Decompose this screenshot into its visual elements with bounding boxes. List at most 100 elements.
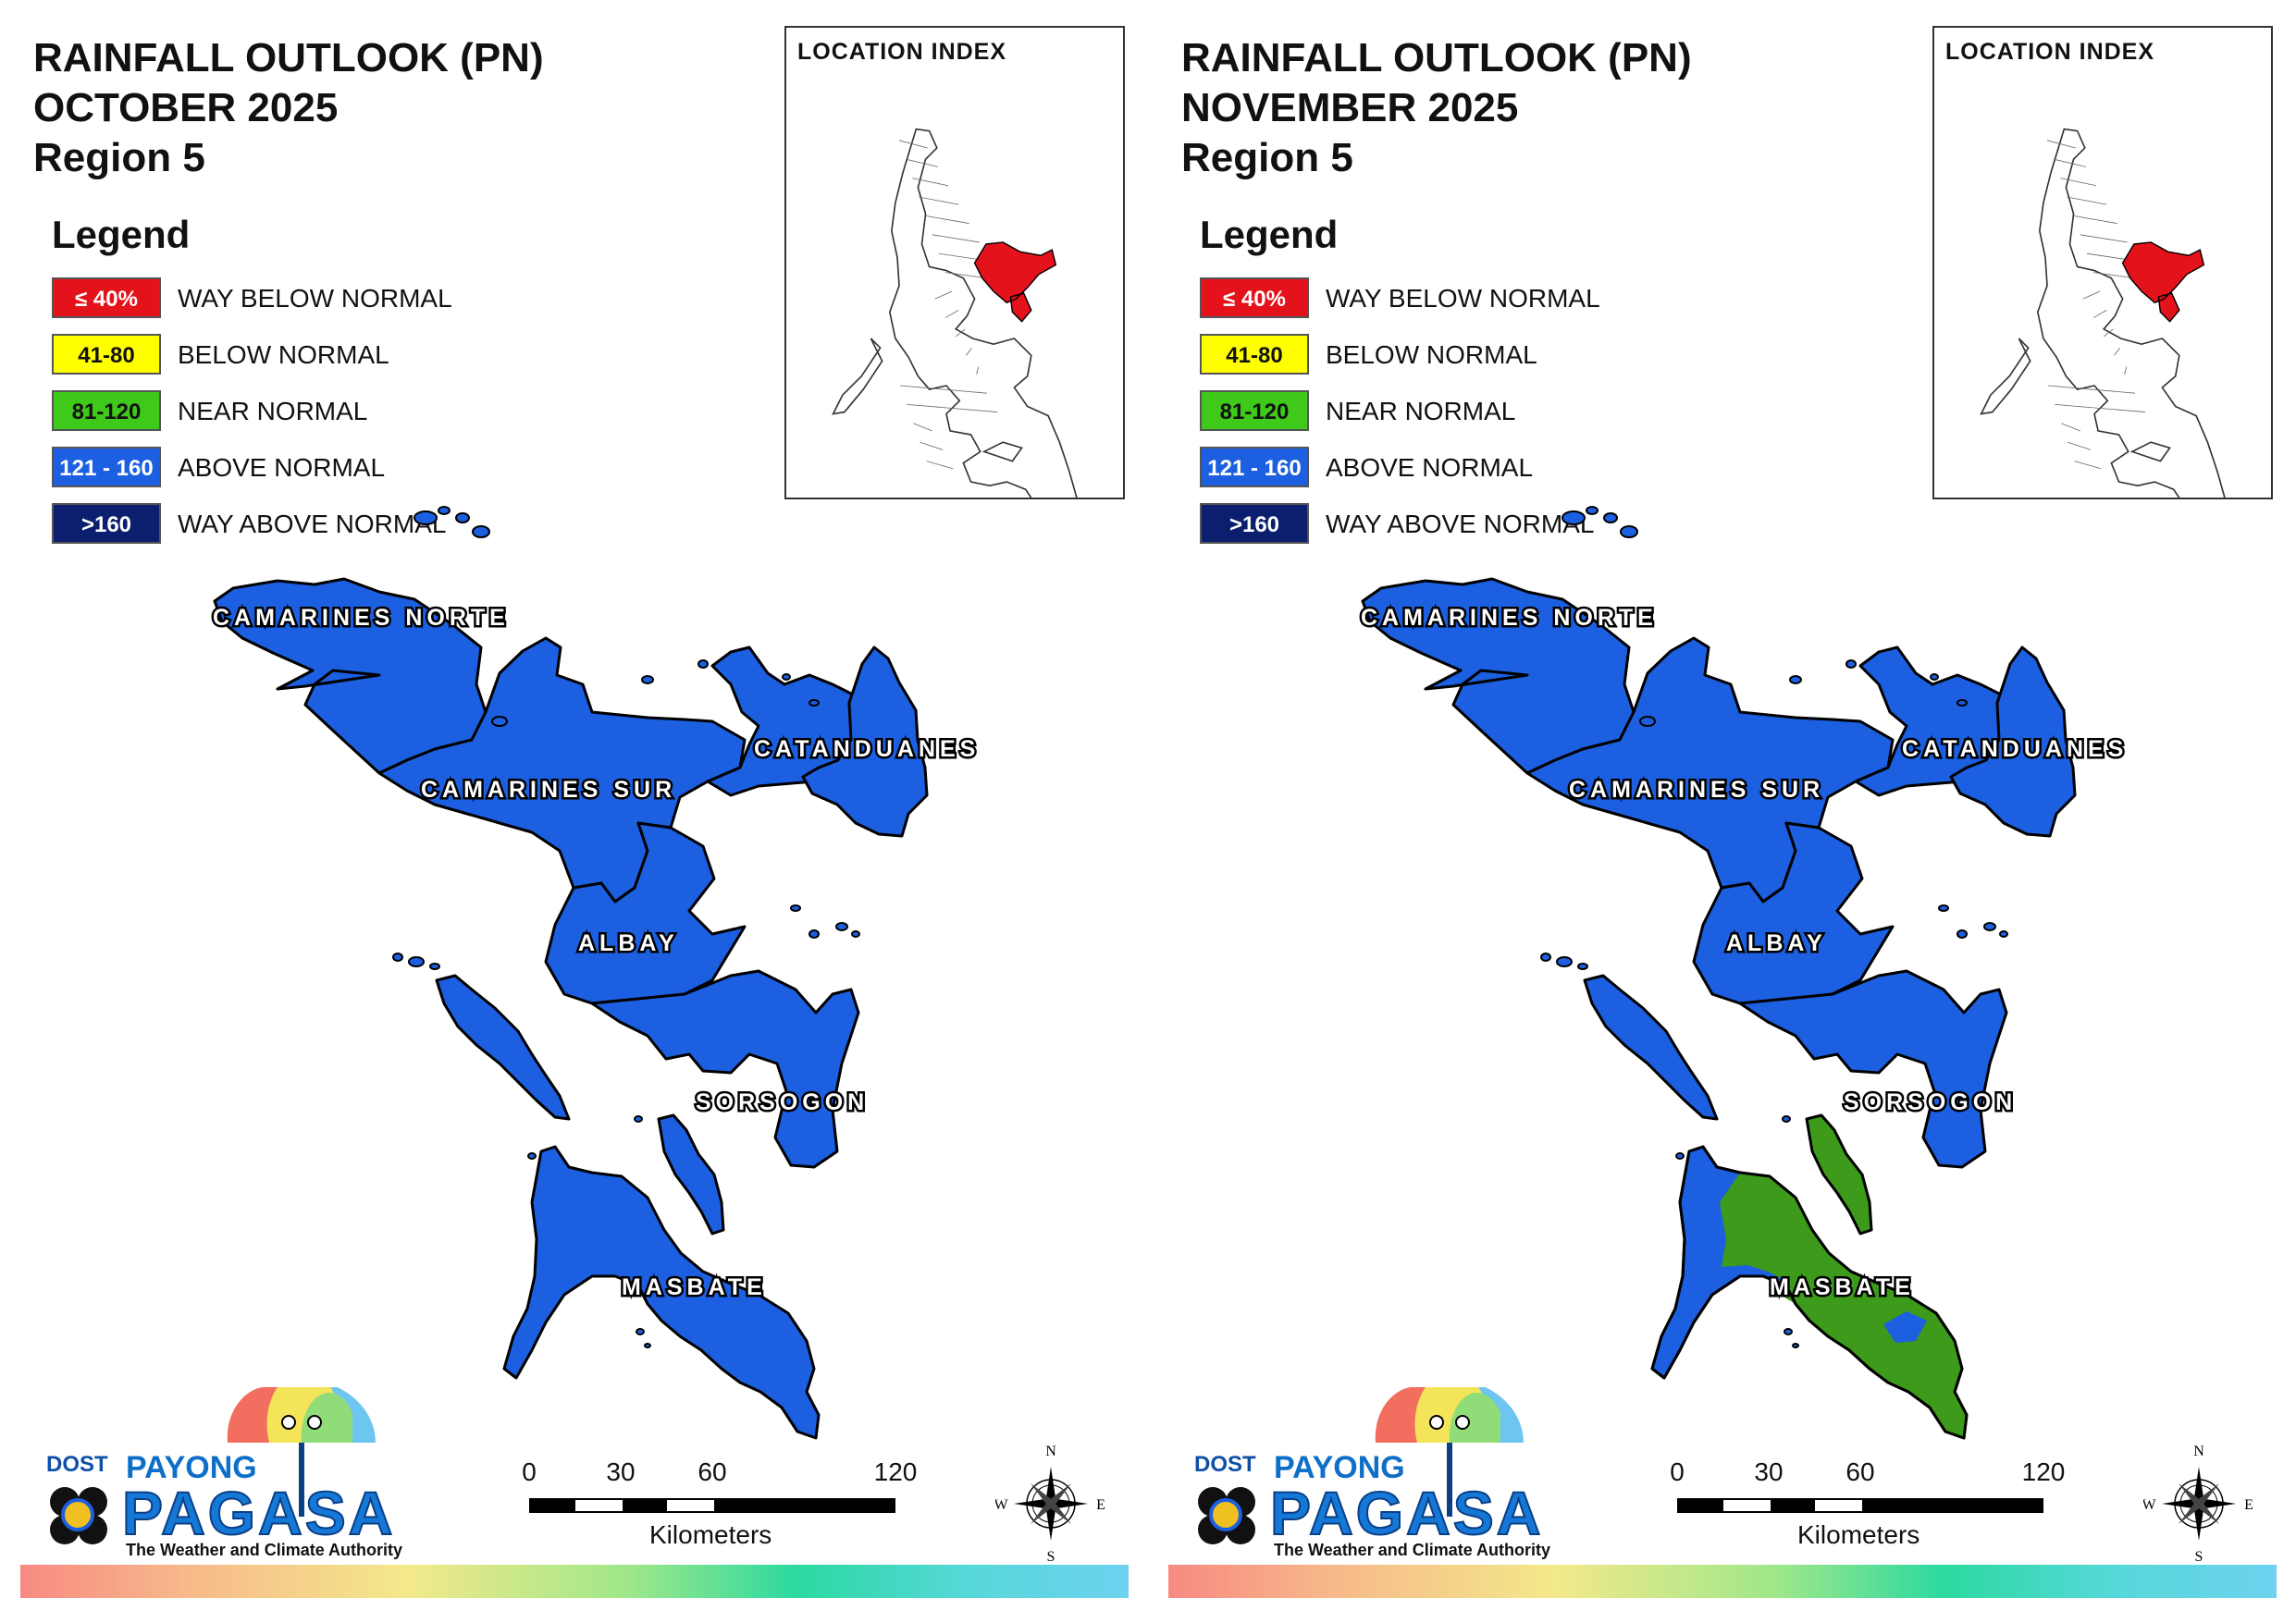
islet bbox=[1639, 716, 1656, 727]
scale-unit: Kilometers bbox=[1797, 1520, 1920, 1549]
islet bbox=[1957, 929, 1968, 939]
legend-label: NEAR NORMAL bbox=[178, 397, 368, 425]
label-catanduanes: CATANDUANES bbox=[1902, 736, 2128, 762]
islet bbox=[782, 673, 791, 681]
region-5-map: CAMARINES NORTE CAMARINES SUR CATANDUANES A… bbox=[1359, 506, 2128, 1440]
island-burias bbox=[1583, 974, 1719, 1121]
islet bbox=[641, 675, 654, 684]
scale-bar: 0 30 60 120 Kilometers bbox=[1670, 1457, 2066, 1559]
legend-swatch: 81-120 bbox=[1200, 390, 1309, 431]
location-index: LOCATION INDEX bbox=[784, 26, 1125, 499]
islet bbox=[1789, 675, 1802, 684]
scale-tick-label: 120 bbox=[2021, 1457, 2066, 1486]
legend-label: WAY BELOW NORMAL bbox=[178, 284, 452, 313]
location-index-title: LOCATION INDEX bbox=[797, 39, 1007, 65]
legend-label: BELOW NORMAL bbox=[178, 340, 389, 369]
region-5-highlight bbox=[973, 241, 1057, 323]
logo-pagasa-text: PAGASA bbox=[1269, 1478, 1544, 1548]
islet bbox=[1540, 953, 1551, 962]
islet bbox=[455, 512, 470, 523]
islet bbox=[697, 659, 709, 669]
title-line-3: Region 5 bbox=[1181, 135, 1353, 180]
scale-segment bbox=[623, 1500, 667, 1511]
logo-payong-text: PAYONG bbox=[126, 1450, 257, 1485]
islet bbox=[1620, 525, 1638, 538]
scale-bar-graphic bbox=[529, 1498, 895, 1513]
islet bbox=[835, 922, 848, 931]
scale-bar-graphic bbox=[1677, 1498, 2043, 1513]
label-sorsogon: SORSOGON bbox=[696, 1089, 869, 1115]
title-line-2: NOVEMBER 2025 bbox=[1181, 85, 1519, 130]
legend-swatch: 121 - 160 bbox=[52, 447, 161, 487]
islet bbox=[1556, 956, 1573, 967]
legend-label: ABOVE NORMAL bbox=[178, 453, 386, 482]
label-camarines-norte: CAMARINES NORTE bbox=[213, 605, 510, 631]
scale-tick-label: 60 bbox=[697, 1457, 727, 1486]
title-line-1: RAINFALL OUTLOOK (PN) bbox=[1181, 35, 1692, 80]
scale-tick-label: 0 bbox=[522, 1457, 537, 1486]
islet bbox=[392, 953, 403, 962]
footer-gradient-bar bbox=[1168, 1565, 2277, 1598]
province-sorsogon bbox=[590, 969, 860, 1169]
legend-swatch: >160 bbox=[1200, 503, 1309, 544]
location-index: LOCATION INDEX bbox=[1932, 26, 2273, 499]
islet bbox=[1784, 1328, 1793, 1335]
island-ticao bbox=[657, 1113, 725, 1236]
scale-segment bbox=[1771, 1500, 1815, 1511]
compass-n-label: N bbox=[1045, 1444, 1056, 1459]
islet bbox=[1845, 659, 1857, 669]
province-albay bbox=[1692, 821, 1895, 1005]
label-catanduanes: CATANDUANES bbox=[754, 736, 980, 762]
title-line-3: Region 5 bbox=[33, 135, 205, 180]
label-camarines-sur: CAMARINES SUR bbox=[421, 777, 676, 803]
province-catanduanes bbox=[1949, 646, 2077, 838]
logo-dost-text: DOST bbox=[46, 1452, 108, 1477]
logo-payong-text: PAYONG bbox=[1274, 1450, 1405, 1485]
outlook-panel-october: RAINFALL OUTLOOK (PN) OCTOBER 2025 Regio… bbox=[0, 0, 1147, 1623]
title-line-2: OCTOBER 2025 bbox=[33, 85, 339, 130]
legend-title: Legend bbox=[52, 213, 191, 256]
logo-tagline: The Weather and Climate Authority bbox=[1274, 1541, 1551, 1559]
title-line-1: RAINFALL OUTLOOK (PN) bbox=[33, 35, 544, 80]
islet bbox=[472, 525, 490, 538]
masbate-above-normal-patch bbox=[1883, 1311, 1927, 1343]
legend-swatch: 81-120 bbox=[52, 390, 161, 431]
scale-tick-label: 60 bbox=[1845, 1457, 1875, 1486]
label-camarines-sur: CAMARINES SUR bbox=[1569, 777, 1824, 803]
scale-tick-label: 30 bbox=[1754, 1457, 1784, 1486]
compass-w-label: W bbox=[2143, 1497, 2156, 1513]
islet bbox=[1957, 699, 1968, 707]
region-5-map: CAMARINES NORTE CAMARINES SUR CATANDUANES A… bbox=[211, 506, 980, 1440]
islet bbox=[527, 1152, 537, 1160]
compass-s-label: S bbox=[2195, 1549, 2203, 1563]
legend-swatch: 41-80 bbox=[52, 334, 161, 375]
scale-segment bbox=[714, 1500, 894, 1511]
islet bbox=[851, 930, 860, 938]
islet bbox=[1782, 1115, 1791, 1123]
label-camarines-norte: CAMARINES NORTE bbox=[1361, 605, 1658, 631]
islet bbox=[491, 716, 508, 727]
compass-n-label: N bbox=[2193, 1444, 2204, 1459]
island-burias bbox=[435, 974, 571, 1121]
legend-swatch: 41-80 bbox=[1200, 334, 1309, 375]
islet bbox=[1930, 673, 1939, 681]
label-sorsogon: SORSOGON bbox=[1844, 1089, 2017, 1115]
logo-dost-text: DOST bbox=[1194, 1452, 1256, 1477]
legend-label: BELOW NORMAL bbox=[1326, 340, 1537, 369]
islet bbox=[1603, 512, 1618, 523]
philippines-index-map bbox=[1980, 128, 2226, 498]
compass-e-label: E bbox=[2244, 1497, 2253, 1513]
legend-label: WAY ABOVE NORMAL bbox=[1326, 510, 1595, 538]
islet bbox=[438, 506, 451, 515]
island-ticao bbox=[1805, 1113, 1873, 1236]
panel-title: RAINFALL OUTLOOK (PN) OCTOBER 2025 Regio… bbox=[33, 33, 544, 183]
payong-pagasa-logo: DOST PAYONG PAGASA The Weather and Climate … bbox=[1181, 1387, 1551, 1563]
label-albay: ALBAY bbox=[578, 930, 679, 956]
scale-tick-label: 0 bbox=[1670, 1457, 1685, 1486]
islet bbox=[809, 929, 820, 939]
compass-s-label: S bbox=[1047, 1549, 1055, 1563]
province-albay bbox=[544, 821, 747, 1005]
islet bbox=[1577, 963, 1588, 970]
legend-label: NEAR NORMAL bbox=[1326, 397, 1516, 425]
legend-swatch: ≤ 40% bbox=[52, 277, 161, 318]
